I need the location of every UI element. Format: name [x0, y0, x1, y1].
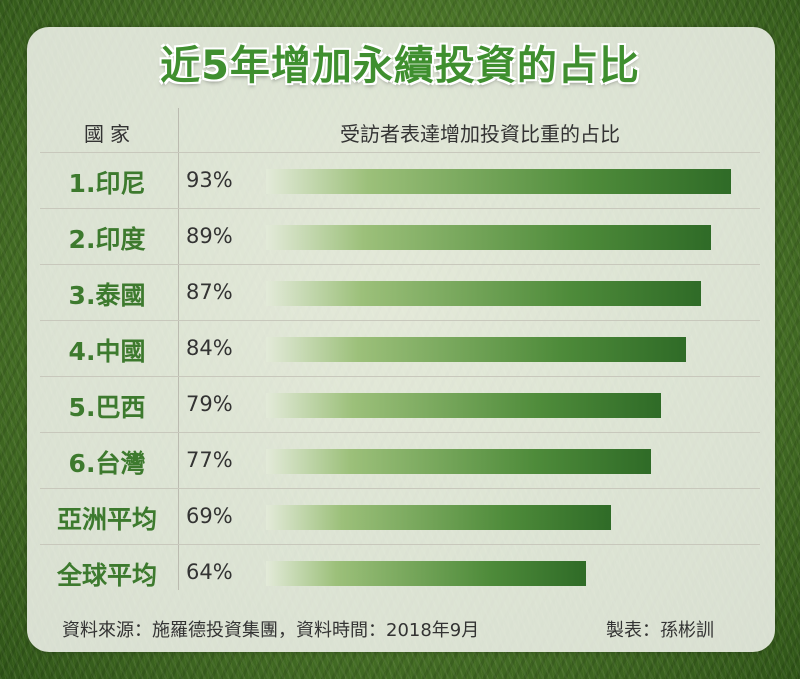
bar	[266, 337, 686, 362]
category-label: 2.印度	[68, 225, 146, 254]
category-label: 5.巴西	[68, 393, 146, 422]
bar	[266, 169, 731, 194]
row-separator	[40, 432, 760, 433]
value-label: 93%	[186, 168, 233, 192]
column-divider	[178, 108, 179, 590]
value-label: 69%	[186, 504, 233, 528]
row-separator	[40, 376, 760, 377]
row-separator	[40, 544, 760, 545]
author-note: 製表：孫彬訓	[606, 620, 714, 641]
bar	[266, 505, 611, 530]
value-label: 77%	[186, 448, 233, 472]
bar	[266, 393, 661, 418]
value-label: 84%	[186, 336, 233, 360]
value-label: 89%	[186, 224, 233, 248]
source-note: 資料來源：施羅德投資集團，資料時間：2018年9月	[62, 620, 480, 641]
bar	[266, 281, 701, 306]
category-label: 3.泰國	[68, 281, 146, 310]
chart-title: 近5年增加永續投資的占比	[160, 43, 640, 89]
category-label: 1.印尼	[68, 169, 146, 198]
bar	[266, 225, 711, 250]
row-separator	[40, 320, 760, 321]
header-separator	[40, 152, 760, 153]
bar	[266, 449, 651, 474]
value-label: 64%	[186, 560, 233, 584]
row-separator	[40, 264, 760, 265]
value-label: 79%	[186, 392, 233, 416]
category-label: 6.台灣	[68, 449, 146, 478]
category-label: 全球平均	[56, 561, 157, 590]
header-measure: 受訪者表達增加投資比重的占比	[340, 122, 620, 146]
category-label: 亞洲平均	[56, 505, 157, 534]
row-separator	[40, 488, 760, 489]
bar	[266, 561, 586, 586]
value-label: 87%	[186, 280, 233, 304]
category-label: 4.中國	[68, 337, 146, 366]
row-separator	[40, 208, 760, 209]
header-country: 國家	[84, 122, 136, 146]
